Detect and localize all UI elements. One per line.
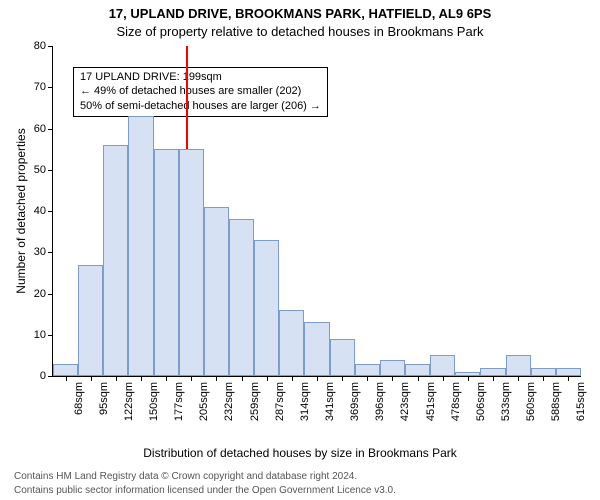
histogram-bar [154,149,179,376]
x-tick-label: 560sqm [524,376,538,442]
y-tick-label: 50 [16,163,53,177]
x-tick-label: 122sqm [122,376,136,442]
histogram-bar [103,145,128,376]
y-tick-label: 40 [16,204,53,218]
x-tick-label: 314sqm [298,376,312,442]
x-tick-label: 396sqm [373,376,387,442]
x-tick-label: 533sqm [499,376,513,442]
x-axis-label: Distribution of detached houses by size … [0,446,600,460]
x-tick-label: 177sqm [172,376,186,442]
histogram-bar [128,116,153,376]
y-tick-label: 20 [16,287,53,301]
histogram-bar [405,364,430,376]
x-tick-mark [543,376,544,381]
x-tick-label: 68sqm [72,376,86,442]
attribution-text: Contains HM Land Registry data © Crown c… [14,470,396,497]
x-tick-mark [518,376,519,381]
x-tick-mark [66,376,67,381]
x-tick-label: 95sqm [97,376,111,442]
histogram-bar [556,368,581,376]
histogram-bar [254,240,279,376]
chart-container: 17, UPLAND DRIVE, BROOKMANS PARK, HATFIE… [0,0,600,500]
histogram-bar [355,364,380,376]
histogram-bar [229,219,254,376]
x-tick-mark [166,376,167,381]
x-tick-mark [292,376,293,381]
x-tick-label: 232sqm [222,376,236,442]
y-tick-label: 10 [16,328,53,342]
y-tick-label: 80 [16,39,53,53]
x-tick-label: 588sqm [549,376,563,442]
plot-area: 17 UPLAND DRIVE: 199sqm← 49% of detached… [52,46,581,377]
x-tick-label: 451sqm [424,376,438,442]
x-tick-label: 478sqm [449,376,463,442]
chart-title-main: 17, UPLAND DRIVE, BROOKMANS PARK, HATFIE… [0,6,600,21]
annotation-line: 50% of semi-detached houses are larger (… [80,99,321,114]
histogram-bar [179,149,204,376]
histogram-bar [506,355,531,376]
x-tick-mark [392,376,393,381]
histogram-bar [78,265,103,376]
x-tick-mark [242,376,243,381]
histogram-bar [380,360,405,377]
histogram-bar [430,355,455,376]
x-tick-mark [216,376,217,381]
x-tick-mark [443,376,444,381]
x-tick-label: 150sqm [147,376,161,442]
y-tick-label: 0 [16,369,53,383]
attribution-line: Contains public sector information licen… [14,484,396,498]
annotation-line: ← 49% of detached houses are smaller (20… [80,84,321,99]
x-tick-mark [317,376,318,381]
x-tick-label: 615sqm [574,376,588,442]
histogram-bar [304,322,329,376]
chart-title-sub: Size of property relative to detached ho… [0,24,600,39]
x-tick-label: 259sqm [248,376,262,442]
attribution-line: Contains HM Land Registry data © Crown c… [14,470,396,484]
x-tick-label: 341sqm [323,376,337,442]
x-tick-mark [191,376,192,381]
x-tick-mark [468,376,469,381]
histogram-bar [204,207,229,376]
x-tick-label: 287sqm [273,376,287,442]
x-tick-mark [141,376,142,381]
y-tick-label: 70 [16,80,53,94]
x-tick-mark [367,376,368,381]
x-tick-mark [493,376,494,381]
x-tick-mark [91,376,92,381]
annotation-line: 17 UPLAND DRIVE: 199sqm [80,70,321,85]
histogram-bar [480,368,505,376]
x-tick-mark [116,376,117,381]
histogram-bar [53,364,78,376]
x-tick-mark [342,376,343,381]
histogram-bar [330,339,355,376]
x-tick-mark [418,376,419,381]
x-tick-label: 369sqm [348,376,362,442]
x-tick-mark [568,376,569,381]
y-tick-label: 30 [16,245,53,259]
y-tick-label: 60 [16,122,53,136]
x-tick-mark [267,376,268,381]
x-tick-label: 205sqm [197,376,211,442]
histogram-bar [279,310,304,376]
histogram-bar [531,368,556,376]
annotation-box: 17 UPLAND DRIVE: 199sqm← 49% of detached… [73,67,328,118]
x-tick-label: 506sqm [474,376,488,442]
x-tick-label: 423sqm [398,376,412,442]
